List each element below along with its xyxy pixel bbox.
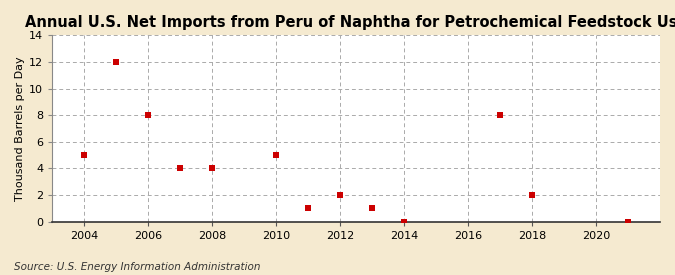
Point	[271, 153, 281, 157]
Point	[79, 153, 90, 157]
Point	[399, 219, 410, 224]
Point	[111, 60, 122, 64]
Point	[526, 193, 537, 197]
Point	[367, 206, 377, 211]
Point	[622, 219, 633, 224]
Y-axis label: Thousand Barrels per Day: Thousand Barrels per Day	[15, 56, 25, 201]
Title: Annual U.S. Net Imports from Peru of Naphtha for Petrochemical Feedstock Use: Annual U.S. Net Imports from Peru of Nap…	[25, 15, 675, 30]
Point	[143, 113, 154, 117]
Point	[495, 113, 506, 117]
Point	[303, 206, 314, 211]
Point	[335, 193, 346, 197]
Point	[175, 166, 186, 171]
Point	[207, 166, 217, 171]
Text: Source: U.S. Energy Information Administration: Source: U.S. Energy Information Administ…	[14, 262, 260, 272]
